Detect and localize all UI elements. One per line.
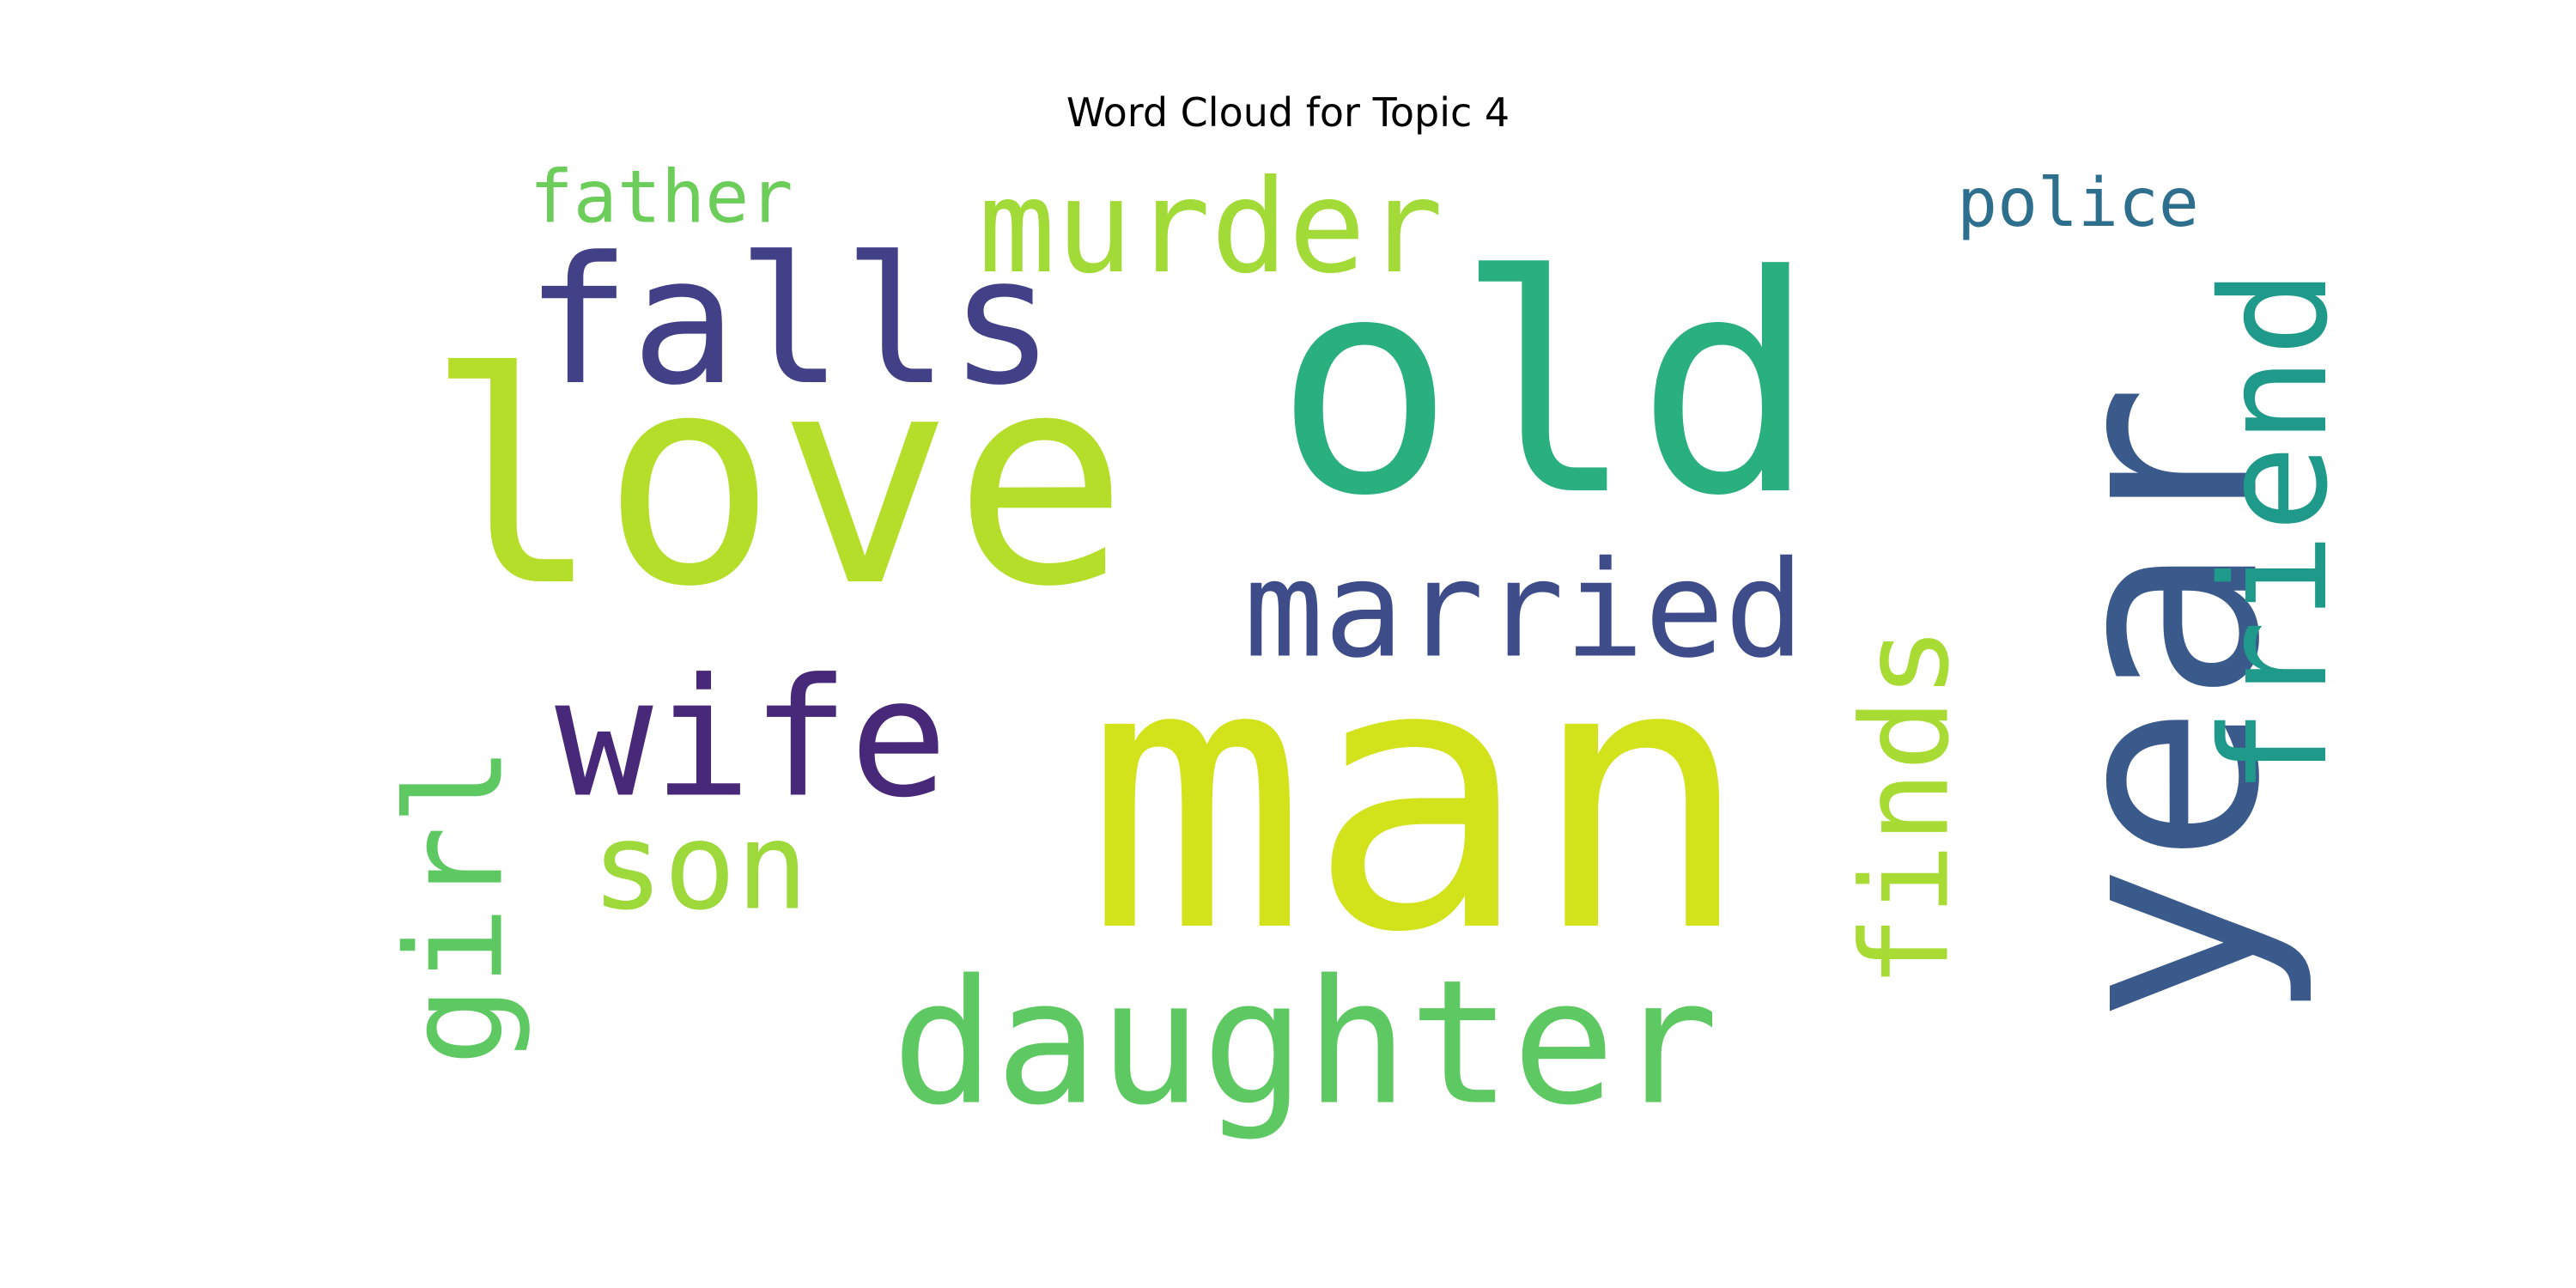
word-friend: friend: [2190, 269, 2360, 796]
word-son: son: [592, 798, 809, 938]
word-father: father: [529, 155, 793, 240]
word-finds: finds: [1837, 626, 1977, 987]
word-love: love: [426, 311, 1129, 651]
word-falls: falls: [525, 220, 1054, 424]
word-year: year: [2009, 384, 2319, 1025]
word-old: old: [1274, 211, 1817, 562]
word-murder: murder: [978, 153, 1443, 302]
word-daughter: daughter: [891, 944, 1718, 1144]
word-wife: wife: [555, 644, 948, 834]
chart-title: Word Cloud for Topic 4: [1066, 89, 1510, 136]
word-married: married: [1243, 532, 1804, 688]
word-man: man: [1085, 584, 1753, 1013]
word-girl: girl: [378, 745, 533, 1066]
word-police: police: [1957, 165, 2199, 242]
